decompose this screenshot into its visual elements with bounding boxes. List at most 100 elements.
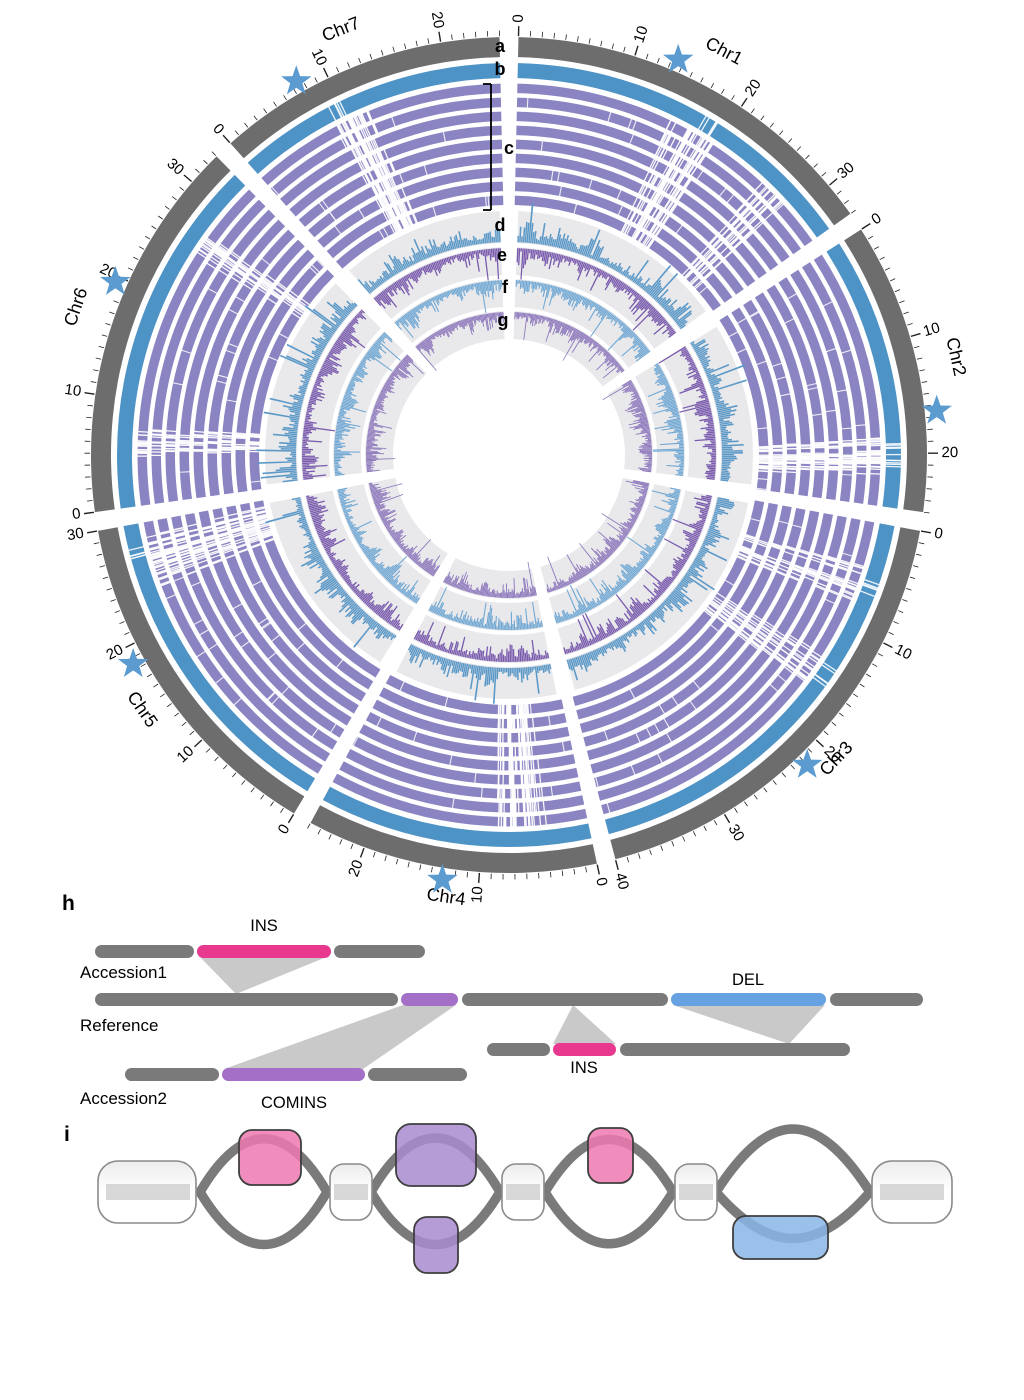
track-label-f: f: [502, 277, 509, 297]
ins-node-pink: [238, 1129, 302, 1186]
chr1-ideogram: [518, 37, 851, 226]
accession1-row-label: Accession1: [80, 963, 167, 982]
circos-plot: 0 10 20 30 Chr1 0 10 20 Chr2 0 10 20 30 40 Chr3 0 10 20 Ch…: [60, 10, 970, 909]
reference-bar: [106, 1184, 190, 1200]
chr7-ring-c8: [326, 181, 504, 259]
chr2-ring-b: [826, 243, 901, 509]
chr1-sector: 0 10 20 30 Chr1: [510, 14, 858, 311]
track-label-g: g: [498, 310, 509, 330]
reference-row-label: Reference: [80, 1016, 158, 1035]
chr4-ring-c5: [359, 724, 576, 771]
chr7-ring-b: [247, 63, 501, 174]
chr-label-chr3: Chr3: [815, 737, 856, 779]
accession-segment: [620, 1043, 850, 1056]
comins-label: COMINS: [261, 1094, 327, 1112]
sv-marks-chr4: [352, 681, 565, 828]
chr6-ideogram: [90, 156, 231, 513]
tick-label-chr1-10: 10: [630, 24, 651, 45]
bubble1-bottom-path: [195, 1187, 332, 1250]
tick-label-chr1-20: 20: [741, 76, 764, 99]
chr6-ring-c1: [137, 189, 256, 506]
chr7-ring-c1: [261, 83, 501, 186]
tick-label-chr5-20: 20: [103, 641, 126, 664]
axis-chr4: 0 10 20: [307, 823, 611, 904]
ins1-label: INS: [250, 917, 278, 935]
chr2-ring-c8: [731, 307, 783, 493]
tick-label-chr6-30: 30: [163, 155, 187, 179]
chr7-ring-c3: [280, 111, 502, 206]
comins-node-purple-top: [395, 1123, 477, 1187]
chr2-ring-c6: [754, 292, 811, 497]
chr2-ring-c7: [743, 299, 797, 495]
panel-i-label: i: [64, 1123, 70, 1146]
chr4-ring-c6: [365, 711, 573, 757]
ins1-link: [199, 956, 329, 994]
accession2-segment: [368, 1068, 467, 1081]
del-node-blue: [732, 1215, 829, 1260]
track-g-histogram: [365, 311, 654, 599]
track-label-d: d: [495, 215, 506, 235]
chr4-ring-b: [322, 786, 592, 847]
reference-bar: [880, 1184, 944, 1200]
chr7-ring-c7: [317, 167, 503, 248]
track-e-histogram: [301, 247, 718, 663]
chr6-ring-c4: [179, 219, 286, 501]
sv-marks-chr7: [271, 100, 490, 240]
chr4-ring-c7: [372, 699, 570, 743]
chr2-ring-c3: [790, 269, 853, 502]
del-link: [673, 1005, 825, 1044]
tick-label-chr1-0: 0: [510, 14, 527, 23]
chr6-ring-c6: [207, 239, 305, 497]
accession2-comins-segment: [222, 1068, 365, 1081]
chr7-ring-c2: [270, 97, 502, 196]
tick-label-chr2-20: 20: [941, 444, 958, 461]
chr6-ring-c2: [151, 199, 266, 504]
sv-marks-chr6: [136, 237, 325, 483]
chr6-ring-c9: [249, 269, 335, 491]
axis-chr1: 0 10 20 30: [510, 14, 858, 214]
chr4-ring-c1: [332, 773, 588, 827]
accession1-segment: [95, 945, 194, 958]
reference-del-segment: [671, 993, 826, 1006]
sv-marks-chr1: [526, 97, 784, 294]
chr7-ring-c5: [298, 139, 503, 227]
chr4-ring-c9: [385, 675, 564, 715]
chr7-ring-c6: [308, 153, 503, 238]
comins-link: [224, 1005, 456, 1069]
chr2-ring-c1: [813, 254, 881, 506]
reference-bar: [334, 1184, 368, 1200]
accession1-ins-segment: [197, 945, 331, 958]
sv-marks-chr2: [728, 293, 902, 491]
track-f-histogram: [332, 279, 686, 632]
chr5-ring-b: [123, 523, 316, 792]
chr6-ring-c3: [165, 209, 276, 502]
chr2-ring-c4: [778, 277, 839, 501]
del-label: DEL: [732, 971, 764, 989]
tick-label-chr5-0: 0: [275, 821, 294, 837]
chr6-ring-c5: [193, 229, 295, 499]
chr-label-chr6: Chr6: [60, 285, 92, 328]
tick-label-chr3-10: 10: [892, 641, 915, 664]
chr2-ring-c5: [766, 284, 825, 499]
star-marker-chr5: [118, 648, 149, 677]
bubble4-top-path: [711, 1124, 875, 1197]
track-label-a: a: [495, 36, 506, 56]
comins-node-purple-bottom: [413, 1216, 459, 1274]
panel-i-graph-schematic: i: [64, 1123, 953, 1274]
reference-segment: [830, 993, 923, 1006]
track-c-bracket: [483, 83, 492, 211]
reference-comins-segment: [401, 993, 458, 1006]
chr2-ideogram: [844, 229, 928, 513]
tick-label-chr4-0: 0: [592, 876, 610, 888]
bubble3-bottom-path: [540, 1187, 678, 1249]
chr-label-chr7: Chr7: [319, 13, 363, 46]
track-label-c: c: [504, 138, 514, 158]
chr-label-chr1: Chr1: [702, 33, 746, 69]
tick-label-chr2-0: 0: [868, 210, 884, 229]
tick-label-chr5-30: 30: [66, 525, 86, 545]
chr6-ring-b: [117, 174, 246, 509]
chr5-ideogram: [97, 527, 305, 814]
tick-label-chr7-10: 10: [308, 46, 331, 68]
tick-label-chr3-0: 0: [933, 525, 944, 543]
